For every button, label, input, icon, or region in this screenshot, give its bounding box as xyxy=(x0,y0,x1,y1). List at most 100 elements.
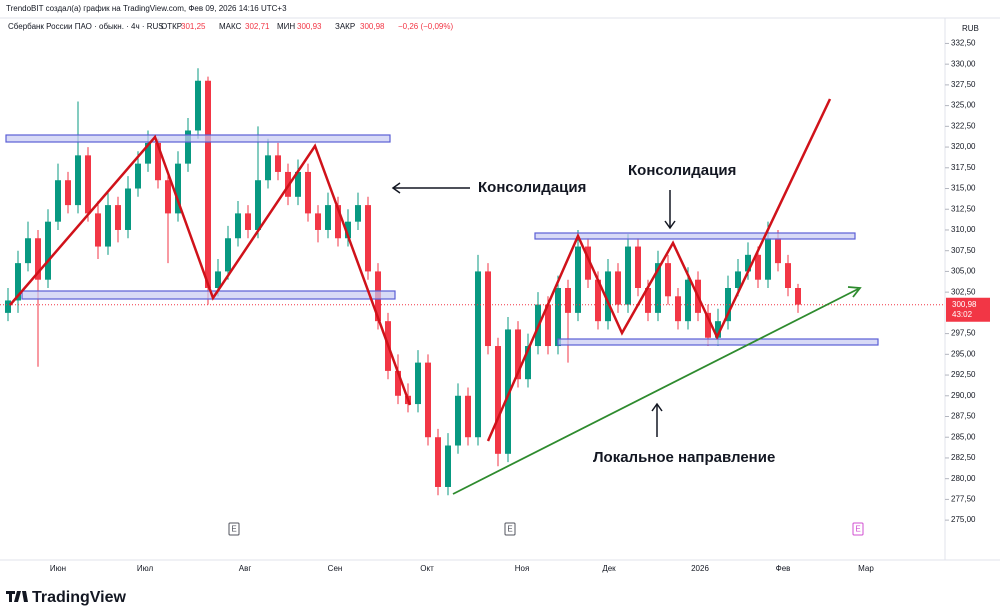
candle-body xyxy=(85,155,91,214)
ohlc-value: 300,98 xyxy=(360,22,385,31)
y-tick-label: 280,00 xyxy=(951,474,976,483)
currency: RUB xyxy=(962,24,979,33)
candle-body xyxy=(195,80,201,131)
candle-body xyxy=(675,296,681,322)
ohlc-label: ОТКР xyxy=(161,22,182,31)
candle-body xyxy=(255,180,261,230)
event-label: E xyxy=(855,525,860,534)
y-tick-label: 275,00 xyxy=(951,515,976,524)
brand: TradingView xyxy=(32,589,127,606)
annotation: Консолидация xyxy=(628,162,736,179)
candle-body xyxy=(205,80,211,288)
candle-body xyxy=(715,321,721,338)
candle-body xyxy=(415,362,421,405)
candle-body xyxy=(245,213,251,230)
ohlc-label: МАКС xyxy=(219,22,242,31)
zigzag xyxy=(9,134,412,406)
candle-body xyxy=(145,142,151,164)
event-marker xyxy=(504,522,516,536)
candle-body xyxy=(445,445,451,487)
candle-body xyxy=(745,254,751,272)
candle-body xyxy=(75,155,81,206)
annotation: Консолидация xyxy=(478,179,586,196)
price-tag xyxy=(946,297,990,322)
y-tick-label: 322,50 xyxy=(951,121,976,130)
y-tick-label: 325,00 xyxy=(951,101,976,110)
candle-body xyxy=(35,238,41,280)
x-tick-label: Ноя xyxy=(515,564,530,573)
candle-body xyxy=(215,271,221,288)
y-tick-label: 302,50 xyxy=(951,287,976,296)
zone xyxy=(534,232,856,240)
candle-body xyxy=(505,329,511,454)
candle-body xyxy=(185,130,191,164)
candle-body xyxy=(105,205,111,247)
candle-body xyxy=(475,271,481,438)
candle-body xyxy=(295,171,301,197)
candle-body xyxy=(665,263,671,297)
y-tick-label: 287,50 xyxy=(951,412,976,421)
x-tick-label: Дек xyxy=(602,564,616,573)
candle-body xyxy=(645,288,651,313)
arrows xyxy=(391,182,676,437)
candle-body xyxy=(655,263,661,313)
candle-body xyxy=(585,246,591,280)
candle-body xyxy=(735,271,741,288)
candle-body xyxy=(115,205,121,230)
candle-body xyxy=(265,155,271,181)
y-tick-label: 295,00 xyxy=(951,349,976,358)
y-tick-label: 290,00 xyxy=(951,391,976,400)
candle-body xyxy=(785,263,791,288)
zigzag xyxy=(486,98,832,442)
y-tick-label: 292,50 xyxy=(951,370,976,379)
candle-body xyxy=(235,213,241,239)
candle-body xyxy=(795,288,801,305)
symbol: Сбербанк России ПАО · обыкн. · 4ч · RUS xyxy=(8,22,164,31)
plot: 275,00 277,50 280,00 282,50 285,00 287,50 290,… xyxy=(0,39,990,573)
candle-body xyxy=(545,304,551,347)
y-tick-label: 327,50 xyxy=(951,80,976,89)
credit: TrendoBIT создал(а) график на TradingVie… xyxy=(6,4,287,13)
y-tick-label: 277,50 xyxy=(951,495,976,504)
candle-body xyxy=(775,238,781,264)
candle-body xyxy=(395,370,401,396)
candle-body xyxy=(485,271,491,347)
candle-body xyxy=(305,171,311,214)
x-tick-label: Июн xyxy=(50,564,66,573)
logo xyxy=(6,591,28,602)
candle-body xyxy=(275,155,281,172)
candle-body xyxy=(175,163,181,214)
y-tick-label: 310,00 xyxy=(951,225,976,234)
candle-body xyxy=(5,300,11,313)
candle-body xyxy=(685,279,691,322)
y-tick-label: 285,00 xyxy=(951,432,976,441)
candle-body xyxy=(605,271,611,322)
y-tick-label: 312,50 xyxy=(951,204,976,213)
candle-body xyxy=(225,238,231,272)
candle-body xyxy=(455,395,461,446)
ohlc-value: 301,25 xyxy=(181,22,206,31)
annotation: Локальное направление xyxy=(593,449,775,466)
y-tick-label: 282,50 xyxy=(951,453,976,462)
ohlc-label: МИН xyxy=(277,22,295,31)
candle-body xyxy=(725,288,731,322)
x-tick-label: Авг xyxy=(239,564,252,573)
drawings xyxy=(5,134,879,346)
candle-body xyxy=(325,205,331,230)
countdown: 43:02 xyxy=(952,310,973,319)
event-label: E xyxy=(231,525,236,534)
y-tick-label: 305,00 xyxy=(951,267,976,276)
candle-body xyxy=(55,180,61,222)
candle-body xyxy=(25,238,31,264)
zone xyxy=(21,290,396,300)
x-tick-label: Июл xyxy=(137,564,154,573)
y-tick-label: 315,00 xyxy=(951,184,976,193)
ohlc-label: ЗАКР xyxy=(335,22,355,31)
candle-body xyxy=(575,246,581,313)
candle-body xyxy=(155,142,161,181)
x-tick-label: Фев xyxy=(776,564,791,573)
candle-body xyxy=(365,205,371,272)
candle-body xyxy=(45,221,51,280)
candle-body xyxy=(425,362,431,438)
